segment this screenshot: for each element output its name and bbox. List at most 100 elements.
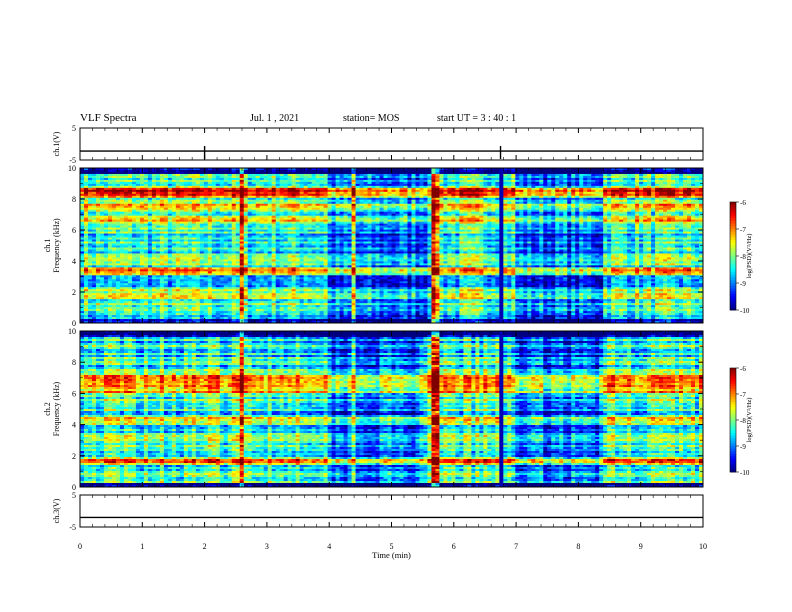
colorbar-step xyxy=(730,267,736,270)
colorbar-step xyxy=(730,259,736,262)
colorbar-step xyxy=(730,446,736,449)
colorbar-step xyxy=(730,302,736,305)
colorbar-step xyxy=(730,248,736,251)
y-tick-label: 10 xyxy=(68,164,76,173)
colorbar-step xyxy=(730,389,736,392)
y-tick-label: 10 xyxy=(68,327,76,336)
colorbar-step xyxy=(730,240,736,243)
colorbar-step xyxy=(730,224,736,227)
x-ticks xyxy=(80,128,703,160)
colorbar-step xyxy=(730,256,736,259)
colorbar-step xyxy=(730,261,736,264)
colorbar-step xyxy=(730,299,736,302)
colorbar-tick-label: -9 xyxy=(740,443,746,451)
colorbar-step xyxy=(730,436,736,439)
y-tick-label: -5 xyxy=(69,523,76,532)
colorbar-step xyxy=(730,251,736,254)
colorbar-step xyxy=(730,404,736,407)
colorbar-step xyxy=(730,407,736,410)
colorbar-step xyxy=(730,438,736,441)
colorbar-step xyxy=(730,378,736,381)
y-axis-label: ch.1(V) xyxy=(52,131,61,156)
colorbar-step xyxy=(730,399,736,402)
colorbar-step xyxy=(730,234,736,237)
colorbar-step xyxy=(730,430,736,433)
spectrogram xyxy=(80,168,703,323)
y-tick-label: 6 xyxy=(72,226,76,235)
x-tick-label: 6 xyxy=(452,542,456,551)
panel-4: 5 -5 ch.3(V) xyxy=(52,491,703,532)
x-tick-label: 9 xyxy=(639,542,643,551)
y-axis-label-channel: ch.2 xyxy=(43,402,52,416)
x-tick-label: 7 xyxy=(514,542,518,551)
colorbar-step xyxy=(730,280,736,283)
x-tick-label: 1 xyxy=(140,542,144,551)
colorbar-step xyxy=(730,462,736,465)
colorbar-step xyxy=(730,386,736,389)
panel-1: 5-5 ch.1(V) xyxy=(52,124,703,165)
colorbar-step xyxy=(730,243,736,246)
colorbar-step xyxy=(730,423,736,426)
colorbar-step xyxy=(730,451,736,454)
colorbar-step xyxy=(730,213,736,216)
y-tick-label: 2 xyxy=(72,288,76,297)
colorbar-step xyxy=(730,420,736,423)
colorbar-step xyxy=(730,397,736,400)
colorbar-step xyxy=(730,425,736,428)
y-axis-label-channel: ch.1 xyxy=(43,239,52,253)
colorbar-step xyxy=(730,456,736,459)
colorbar-step xyxy=(730,283,736,286)
colorbar-tick-label: -10 xyxy=(740,469,750,477)
colorbar-step xyxy=(730,270,736,273)
y-axis-label: Frequency (kHz) xyxy=(52,381,61,436)
colorbar-step xyxy=(730,443,736,446)
colorbar-step xyxy=(730,449,736,452)
y-tick-label: 4 xyxy=(72,421,76,430)
colorbar-step xyxy=(730,454,736,457)
colorbar-step xyxy=(730,216,736,219)
x-tick-label: 0 xyxy=(78,542,82,551)
y-ticks: 5 -5 xyxy=(69,491,703,532)
colorbar-step xyxy=(730,428,736,431)
colorbar-step xyxy=(730,218,736,221)
colorbar-step xyxy=(730,297,736,300)
colorbar-tick-label: -6 xyxy=(740,199,746,207)
y-axis-label: ch.3(V) xyxy=(52,498,61,523)
y-tick-label: 8 xyxy=(72,195,76,204)
colorbar-tick-label: -6 xyxy=(740,365,746,373)
colorbar-step xyxy=(730,412,736,415)
spectrogram xyxy=(80,331,703,487)
x-tick-label: 4 xyxy=(327,542,331,551)
colorbar-step xyxy=(730,275,736,278)
y-tick-label: 4 xyxy=(72,257,76,266)
colorbar-step xyxy=(730,210,736,213)
colorbar-step xyxy=(730,368,736,371)
y-tick-label: 6 xyxy=(72,389,76,398)
colorbar-step xyxy=(730,433,736,436)
colorbar-step xyxy=(730,305,736,308)
x-tick-label: 8 xyxy=(576,542,580,551)
colorbar-step xyxy=(730,232,736,235)
x-tick-label: 10 xyxy=(699,542,707,551)
colorbar-step xyxy=(730,264,736,267)
colorbar-tick-label: -7 xyxy=(740,226,746,234)
colorbar-step xyxy=(730,381,736,384)
colorbar-step xyxy=(730,278,736,281)
x-tick-label: 2 xyxy=(203,542,207,551)
y-tick-label: 2 xyxy=(72,452,76,461)
colorbar-label: log(PSD)(V²/Hz) xyxy=(746,398,753,443)
colorbar-label: log(PSD)(V²/Hz) xyxy=(746,234,753,279)
y-tick-label: 5 xyxy=(72,491,76,500)
colorbar-step xyxy=(730,376,736,379)
colorbar-step xyxy=(730,417,736,420)
y-tick-label: 5 xyxy=(72,124,76,133)
y-axis-label: Frequency (kHz) xyxy=(52,218,61,273)
colorbar-step xyxy=(730,237,736,240)
colorbar-step xyxy=(730,202,736,205)
colorbar-step xyxy=(730,245,736,248)
x-tick-label: 3 xyxy=(265,542,269,551)
y-ticks: 5-5 xyxy=(69,124,703,165)
